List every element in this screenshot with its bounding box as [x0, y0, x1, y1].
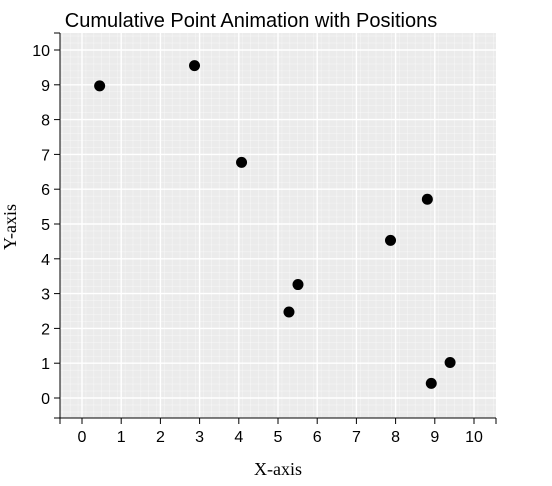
x-tick-label: 5: [274, 429, 283, 446]
data-point: [292, 279, 304, 291]
data-point: [189, 60, 201, 72]
y-tick-label: 4: [41, 252, 50, 269]
major-gridlines: [60, 33, 496, 418]
x-tick-label: 0: [78, 429, 87, 446]
x-tick-label: 4: [234, 429, 243, 446]
x-tick-label: 9: [430, 429, 439, 446]
x-tick-label: 3: [195, 429, 204, 446]
y-tick-label: 7: [41, 147, 50, 164]
data-point: [236, 156, 248, 168]
x-tick-label: 8: [391, 429, 400, 446]
y-tick-label: 8: [41, 113, 50, 130]
axes: [54, 32, 497, 424]
x-tick-label: 10: [465, 429, 483, 446]
y-tick-label: 2: [41, 321, 50, 338]
x-tick-label: 6: [313, 429, 322, 446]
y-tick-label: 0: [41, 391, 50, 408]
y-tick-label: 6: [41, 182, 50, 199]
data-point: [421, 193, 433, 205]
x-tick-label: 1: [117, 429, 126, 446]
x-axis-label: X-axis: [254, 459, 302, 479]
y-tick-label: 9: [41, 78, 50, 95]
data-points: [94, 60, 456, 389]
y-tick-label: 10: [32, 43, 50, 60]
tick-labels: 0 1 2 3 4 5 6 7 8 9 10 0 1 2 3 4 5 6 7 8 9 10: [32, 43, 483, 446]
data-point: [283, 306, 295, 318]
data-point: [425, 377, 437, 389]
chart-title: Cumulative Point Animation with Position…: [65, 10, 437, 32]
data-point: [444, 357, 456, 369]
y-axis-label: Y-axis: [0, 204, 20, 250]
x-tick-label: 7: [352, 429, 361, 446]
y-tick-label: 5: [41, 217, 50, 234]
data-point: [94, 80, 106, 92]
x-tick-label: 2: [156, 429, 165, 446]
y-tick-label: 3: [41, 287, 50, 304]
data-point: [385, 234, 397, 246]
y-tick-label: 1: [41, 356, 50, 373]
